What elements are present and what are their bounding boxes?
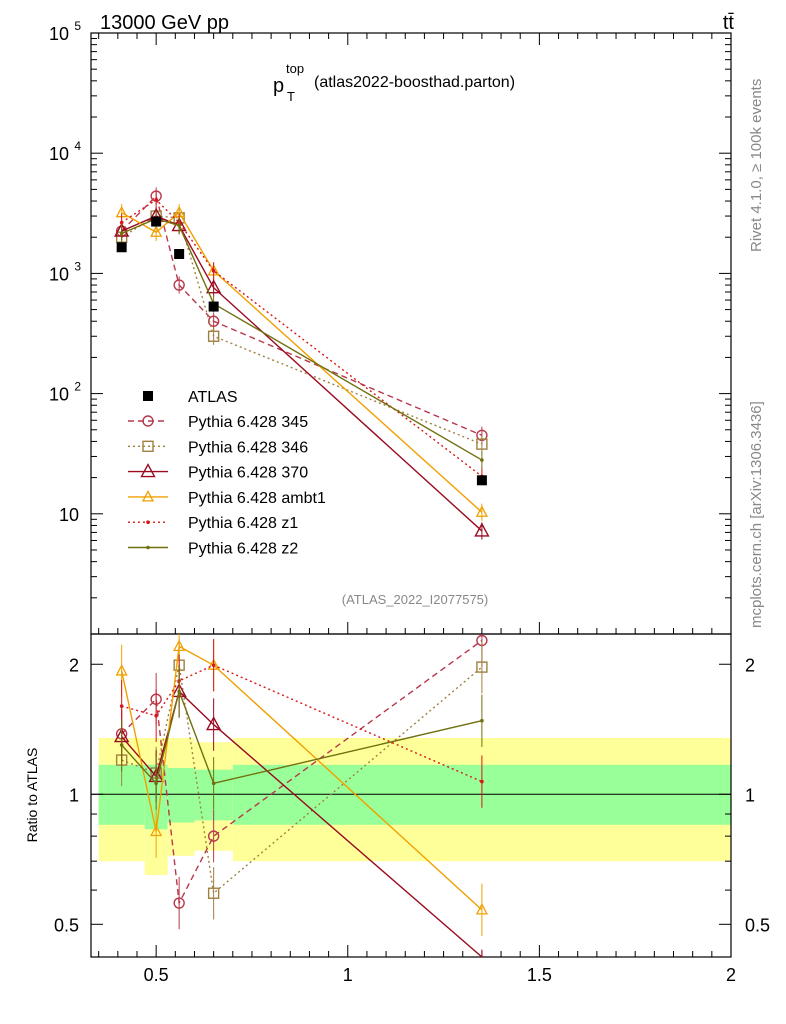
- series-point-z2: [177, 223, 181, 228]
- ratio-ytick-label-right: 2: [745, 655, 755, 675]
- legend-marker-p370: [140, 463, 156, 478]
- ratio-ytick-label-right: 0.5: [745, 915, 770, 935]
- main-ytick-base: 10: [49, 264, 69, 284]
- ratio-ytick-label-right: 1: [745, 785, 755, 805]
- ratio-point-z1: [480, 779, 484, 784]
- ratio-point-ambt1: [115, 664, 128, 676]
- ratio-point-z2: [154, 781, 158, 786]
- main-ytick-exp: 3: [74, 259, 81, 273]
- energy-label: 13000 GeV pp: [100, 12, 229, 34]
- series-point-p346: [476, 438, 488, 450]
- series-point-ambt1: [475, 505, 488, 517]
- series-point-p345: [173, 279, 185, 291]
- atlas-point: [174, 249, 185, 260]
- ratio-ylabel: Ratio to ATLAS: [24, 748, 40, 843]
- series-point-p346: [207, 330, 220, 342]
- plot-title-rest: (atlas2022-boosthad.parton): [314, 74, 515, 91]
- legend-marker-z2: [146, 545, 150, 550]
- series-point-z1: [211, 269, 216, 273]
- legend: ATLAS Pythia 6.428 345 Pythia 6.428 346 Pyt…: [128, 389, 326, 558]
- legend-label-z1: Pythia 6.428 z1: [188, 515, 298, 532]
- legend-label-z2: Pythia 6.428 z2: [188, 541, 298, 558]
- main-ytick-base: 10: [49, 385, 69, 405]
- analysis-id: (ATLAS_2022_I2077575): [342, 592, 488, 607]
- atlas-point: [116, 242, 127, 253]
- main-series-layer: [113, 187, 490, 540]
- ratio-point-ambt1: [150, 824, 163, 837]
- ratio-point-z1: [211, 663, 216, 667]
- ratio-point-z1: [119, 704, 124, 708]
- ratio-point-p370: [205, 716, 222, 731]
- atlas-point: [208, 301, 219, 312]
- main-ytick-label: 10 3: [49, 259, 81, 284]
- plot-frames: [90, 32, 732, 958]
- ratio-point-p345: [173, 897, 185, 909]
- legend-label-p345: Pythia 6.428 345: [188, 414, 308, 431]
- ratio-plot-frame: [90, 633, 732, 958]
- series-point-z2: [480, 458, 484, 462]
- main-ytick-label: 10 4: [49, 139, 81, 164]
- main-ytick-base: 10: [59, 505, 79, 525]
- xtick-label: 0.5: [144, 965, 169, 985]
- plot-title-main: p: [273, 75, 284, 97]
- legend-label-p346: Pythia 6.428 346: [188, 439, 308, 456]
- series-point-z2: [119, 231, 124, 236]
- ratio-point-p346: [207, 887, 220, 899]
- main-ytick-base: 10: [49, 144, 69, 164]
- process-label: tt̄: [723, 12, 735, 34]
- main-ytick-label: 10 5: [49, 19, 81, 44]
- ratio-point-p346: [476, 661, 488, 673]
- xtick-label: 1: [343, 965, 353, 985]
- ratio-series-layer: [113, 634, 488, 958]
- legend-label-atlas: ATLAS: [188, 389, 238, 406]
- ratio-point-z2: [211, 781, 216, 786]
- series-point-z1: [154, 197, 158, 202]
- band-green-2: [167, 768, 195, 823]
- main-ytick-label: 10 2: [49, 380, 81, 405]
- xtick-label: 1.5: [527, 965, 552, 985]
- series-point-ambt1: [150, 225, 163, 237]
- mcplots-credit-text: mcplots.cern.ch [arXiv:1306.3436]: [748, 401, 765, 628]
- ratio-point-ambt1: [475, 902, 488, 915]
- ratio-point-z2: [177, 689, 181, 694]
- main-ytick-label: 10: [59, 505, 79, 525]
- ratio-ytick-label-left: 0.5: [54, 915, 79, 935]
- plot-title-sup: top: [286, 61, 304, 76]
- main-plot-frame: [90, 32, 732, 635]
- ratio-ytick-label-left: 2: [69, 655, 79, 675]
- series-line-z1: [121, 198, 483, 477]
- plot-title: p top T (atlas2022-boosthad.parton): [273, 61, 515, 104]
- xtick-label: 2: [726, 965, 736, 985]
- rivet-version-text: Rivet 4.1.0, ≥ 100k events: [748, 79, 765, 252]
- legend-marker-atlas: [143, 391, 153, 401]
- legend-marker-z1: [146, 520, 150, 524]
- plot-title-sub: T: [287, 89, 295, 104]
- atlas-point: [151, 216, 162, 227]
- axis-ticks: 10 5 10 4 10 3 10 2 10 2 2 1 1 0.5 0.5 0.5 1 1.5 2: [49, 19, 770, 985]
- legend-label-ambt1: Pythia 6.428 ambt1: [188, 490, 326, 507]
- ratio-ytick-label-left: 1: [69, 785, 79, 805]
- atlas-point: [476, 475, 487, 486]
- ratio-point-z1: [154, 713, 158, 718]
- series-line-p370: [121, 215, 483, 532]
- series-line-p345: [121, 194, 483, 436]
- ratio-point-ambt1: [173, 639, 186, 652]
- legend-label-p370: Pythia 6.428 370: [188, 465, 308, 482]
- main-ytick-base: 10: [49, 24, 69, 44]
- series-point-z1: [119, 220, 124, 225]
- main-ytick-exp: 4: [74, 139, 81, 153]
- ratio-point-z2: [119, 743, 124, 747]
- legend-marker-p345: [142, 415, 154, 427]
- legend-marker-ambt1: [141, 490, 155, 502]
- main-ytick-exp: 5: [74, 19, 81, 33]
- legend-marker-p346: [142, 440, 154, 452]
- main-ytick-exp: 2: [74, 380, 81, 394]
- series-point-p370: [474, 522, 490, 537]
- ratio-point-z2: [480, 718, 484, 723]
- ratio-point-p345: [207, 830, 220, 842]
- series-point-p370: [205, 279, 222, 294]
